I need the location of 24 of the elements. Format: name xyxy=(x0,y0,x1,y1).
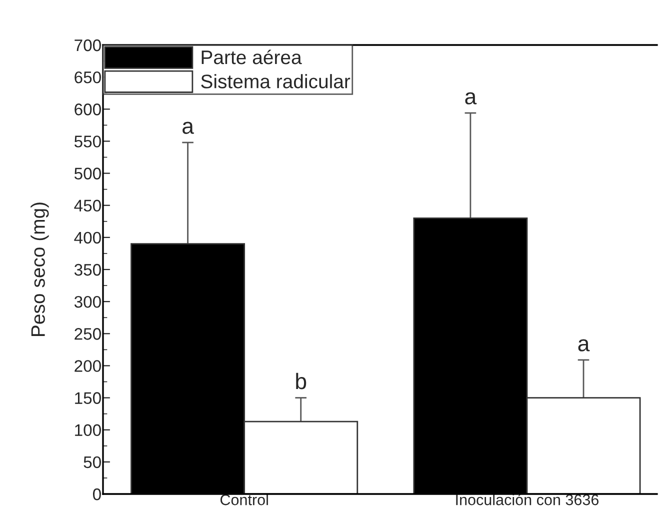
y-axis-title: Peso seco (mg) xyxy=(30,202,49,336)
y-tick-label: 200 xyxy=(74,360,101,372)
y-tick-label: 50 xyxy=(84,456,101,468)
y-tick-label: 150 xyxy=(75,392,101,404)
y-tick-label: 550 xyxy=(74,136,101,148)
y-tick-label: 250 xyxy=(74,328,101,340)
y-tick-label: 600 xyxy=(74,104,101,116)
annotation: a xyxy=(182,122,194,134)
annotation: a xyxy=(578,339,590,352)
y-tick-label: 300 xyxy=(74,296,101,308)
annotation: b xyxy=(296,372,306,390)
legend-label: Parte aérea xyxy=(202,50,302,64)
y-tick-label: 100 xyxy=(75,424,101,436)
y-tick-label: 500 xyxy=(74,168,101,180)
y-tick-label: 400 xyxy=(74,232,101,244)
y-tick-label: 700 xyxy=(74,39,101,52)
y-tick-label: 0 xyxy=(92,488,101,500)
x-tick-label: Inoculación con 3636 xyxy=(456,494,599,506)
y-tick-label: 450 xyxy=(74,200,101,212)
annotation: a xyxy=(465,92,477,104)
x-tick-label: Control xyxy=(220,494,268,506)
y-tick-label: 650 xyxy=(74,71,101,84)
y-tick-label: 350 xyxy=(74,264,101,276)
legend-label: Sistema radicular xyxy=(201,74,350,88)
